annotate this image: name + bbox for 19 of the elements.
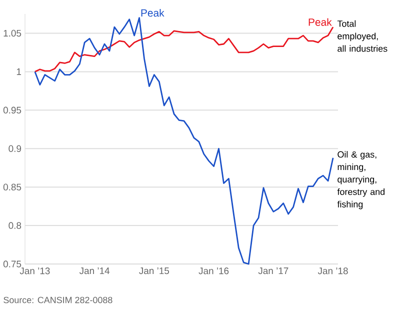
source-note: Source: CANSIM 282-0088 [4, 296, 112, 304]
x-tick-label: Jan ’13 [20, 268, 50, 274]
y-tick-label: 0.95 [3, 106, 22, 114]
y-tick-label: 0.75 [3, 260, 22, 268]
series-label: Total employed, all industries [337, 20, 388, 52]
annotation: Peak [308, 18, 332, 26]
x-tick-label: Jan ’17 [258, 268, 288, 274]
line-series [34, 17, 334, 265]
x-tick-label: Jan ’18 [318, 268, 348, 274]
y-tick-label: 1 [16, 68, 22, 75]
y-tick-label: 0.85 [3, 184, 22, 190]
x-tick-label: Jan ’14 [79, 268, 110, 274]
y-tick-label: 1.05 [4, 30, 22, 37]
annotation: Peak [141, 8, 164, 17]
x-tick-label: Jan ’15 [139, 268, 170, 274]
series-label: Oil & gas, mining, quarrying, forestry and fishing [337, 151, 384, 210]
x-tick-label: Jan ’16 [198, 268, 229, 274]
y-tick-label: 0.9 [8, 145, 22, 152]
y-tick-label: 0.8 [8, 222, 22, 229]
